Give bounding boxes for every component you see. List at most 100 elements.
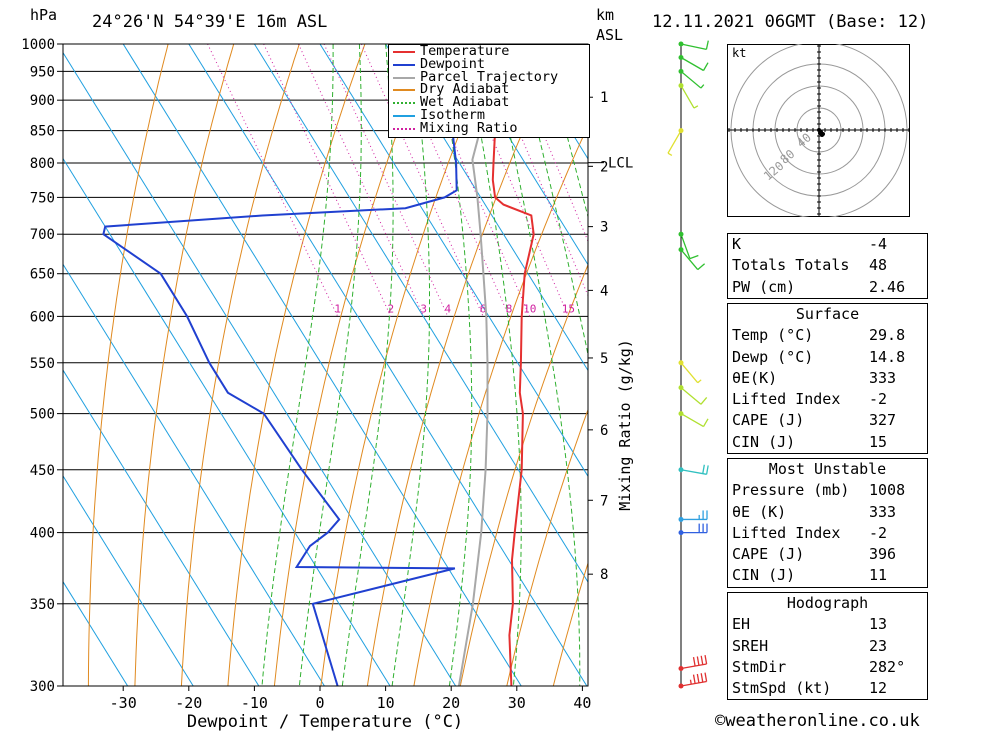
wind-barb-staff bbox=[680, 233, 691, 259]
hodo-label: EH bbox=[732, 615, 751, 634]
mixing-ratio-line bbox=[388, 44, 510, 317]
profile-line-dewpoint bbox=[102, 44, 458, 686]
hodo-value: 12 bbox=[869, 679, 888, 698]
pressure-tick-label: 1000 bbox=[21, 37, 55, 53]
wind-barb bbox=[678, 55, 709, 72]
unstable-row: CAPE (J) 396 bbox=[728, 544, 927, 565]
wind-barb-full bbox=[704, 655, 708, 665]
km-tick-label: 1 bbox=[600, 90, 608, 106]
dry-adiabat-line bbox=[459, 263, 588, 686]
wind-barb-staff bbox=[680, 85, 695, 109]
hodo-row: EH 13 bbox=[728, 614, 927, 635]
dry-adiabat-line bbox=[955, 18, 1000, 723]
credit-text: weatheronline.co.uk bbox=[725, 711, 920, 731]
legend-label: Parcel Trajectory bbox=[420, 68, 559, 85]
pressure-tick-label: 900 bbox=[30, 93, 55, 109]
wind-barb bbox=[678, 672, 708, 689]
km-tick-label: 6 bbox=[600, 423, 608, 439]
wet-adiabat-line bbox=[516, 44, 588, 357]
wet-adiabat-line bbox=[341, 44, 394, 686]
legend-swatch bbox=[393, 127, 415, 130]
isotherm-line bbox=[63, 263, 325, 686]
wind-barb bbox=[678, 385, 708, 405]
wind-barb-half bbox=[689, 679, 692, 685]
hodograph-point bbox=[818, 131, 822, 135]
legend-item: Dewpoint bbox=[389, 55, 589, 72]
dry-adiabat-line bbox=[134, 44, 235, 686]
mixing-ratio-label: 4 bbox=[444, 302, 451, 315]
wind-barb-full bbox=[705, 40, 709, 50]
legend-swatch bbox=[393, 51, 415, 53]
credit[interactable]: ©weatheronline.co.uk bbox=[715, 711, 920, 731]
hodograph-title: Hodograph bbox=[786, 594, 869, 612]
unstable-row: Lifted Index -2 bbox=[728, 523, 927, 544]
dry-adiabat-line bbox=[87, 44, 169, 686]
pressure-tick-label: 650 bbox=[30, 267, 55, 283]
isotherm-line bbox=[63, 580, 129, 686]
legend-item: Parcel Trajectory bbox=[389, 68, 589, 85]
mixing-ratio-line bbox=[410, 44, 531, 317]
index-value: 2.46 bbox=[869, 277, 906, 296]
temperature-tick-label: 10 bbox=[377, 694, 395, 712]
wind-barb-half bbox=[700, 84, 705, 89]
mixing-ratio-label: 15 bbox=[562, 302, 575, 315]
km-tick-label: 3 bbox=[600, 220, 608, 236]
unstable-label: Pressure (mb) bbox=[732, 481, 850, 500]
surface-label: Dewp (°C) bbox=[732, 347, 814, 366]
wet-adiabat-line bbox=[391, 44, 430, 686]
surface-value: 14.8 bbox=[869, 347, 906, 366]
temperature-tick-label: -20 bbox=[175, 694, 202, 712]
profile-line-parcel-trajectory bbox=[457, 44, 517, 686]
isotherm-line bbox=[319, 44, 588, 478]
unstable-label: CIN (J) bbox=[732, 566, 796, 585]
dry-adiabat-line bbox=[180, 44, 300, 686]
index-row: PW (cm) 2.46 bbox=[728, 277, 927, 298]
legend-item: Mixing Ratio bbox=[389, 119, 589, 136]
lcl-label: LCL bbox=[608, 156, 633, 172]
surface-value: 327 bbox=[869, 411, 897, 430]
mixing-ratio-label: 20 bbox=[590, 302, 603, 315]
legend-label: Temperature bbox=[420, 43, 510, 59]
hodo-row: StmDir 282° bbox=[728, 657, 927, 678]
hodo-row: StmSpd (kt) 12 bbox=[728, 678, 927, 699]
unstable-label: Lifted Index bbox=[732, 523, 841, 542]
wind-barb-staff bbox=[680, 249, 699, 270]
legend-item: Wet Adiabat bbox=[389, 94, 589, 111]
surface-row: CAPE (J) 327 bbox=[728, 410, 927, 431]
wind-barb bbox=[678, 655, 708, 672]
surface-value: 29.8 bbox=[869, 326, 906, 345]
legend-swatch bbox=[393, 63, 415, 66]
most-unstable-title: Most Unstable bbox=[768, 460, 887, 478]
legend-label: Mixing Ratio bbox=[420, 119, 518, 136]
pressure-tick-label: 950 bbox=[30, 64, 55, 80]
surface-label: CIN (J) bbox=[732, 432, 796, 451]
wind-barb bbox=[667, 128, 684, 156]
wind-barb bbox=[678, 247, 706, 271]
hodo-value: 23 bbox=[869, 636, 888, 655]
isotherm-line bbox=[385, 44, 588, 372]
hodograph-unit-label: kt bbox=[732, 46, 746, 60]
pressure-tick-label: 750 bbox=[30, 190, 55, 206]
legend-label: Wet Adiabat bbox=[420, 94, 510, 111]
temperature-tick-label: 20 bbox=[442, 694, 460, 712]
wind-barb-staff bbox=[667, 130, 682, 154]
profile-line-temperature bbox=[491, 44, 535, 686]
wind-barb-full bbox=[704, 672, 708, 682]
isotherm-line bbox=[122, 44, 522, 686]
unstable-value: 11 bbox=[869, 566, 888, 585]
legend-swatch bbox=[393, 89, 415, 92]
unstable-row: Pressure (mb) 1008 bbox=[728, 480, 927, 501]
mixing-ratio-axis-label: Mixing Ratio (g/kg) bbox=[616, 339, 634, 511]
wet-adiabat-line bbox=[298, 44, 362, 686]
pressure-tick-label: 350 bbox=[30, 597, 55, 613]
x-axis-label: Dewpoint / Temperature (°C) bbox=[187, 712, 463, 732]
wind-barb-full bbox=[692, 674, 696, 684]
wet-adiabat-line bbox=[490, 44, 581, 686]
pressure-tick-label: 400 bbox=[30, 526, 55, 542]
legend-label: Dewpoint bbox=[420, 55, 486, 72]
wind-barb-staff bbox=[680, 413, 704, 428]
wind-barb-full bbox=[702, 464, 705, 474]
index-value: -4 bbox=[869, 235, 888, 253]
wind-barb bbox=[678, 360, 702, 384]
